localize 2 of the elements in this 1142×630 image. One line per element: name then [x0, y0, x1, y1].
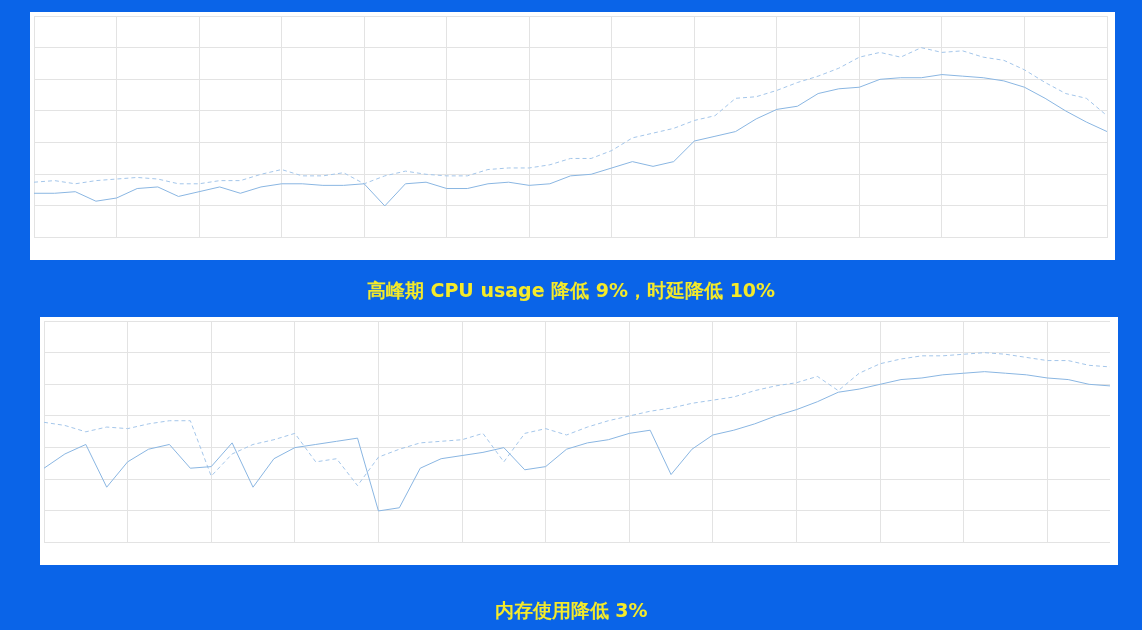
- text: 高峰期 CPU usage 降低 9%，时延降低 10%: [365, 278, 777, 303]
- text: 内存使用降低 3%: [493, 598, 649, 623]
